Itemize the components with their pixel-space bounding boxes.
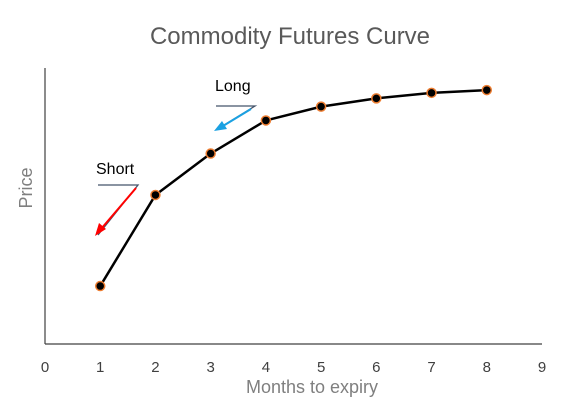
- x-axis-title: Months to expiry: [246, 377, 378, 397]
- chart-title: Commodity Futures Curve: [150, 23, 430, 50]
- data-point-month-1: [94, 280, 106, 292]
- x-tick-label-3: 3: [206, 359, 214, 376]
- x-tick-label-4: 4: [262, 359, 270, 376]
- data-point-month-2: [150, 189, 161, 201]
- x-tick-labels: 0 1 2 3 4 5 6 7 8 9: [41, 359, 546, 376]
- short-arrowhead: [95, 223, 106, 236]
- short-label: Short: [96, 161, 135, 178]
- long-arrow: [222, 108, 252, 127]
- long-annotation: Long: [214, 78, 258, 131]
- series-line: [99, 88, 487, 287]
- x-tick-label-2: 2: [151, 359, 159, 376]
- futures-price-series: [94, 84, 493, 292]
- long-arrowhead: [214, 121, 227, 131]
- x-tick-label-7: 7: [427, 359, 435, 376]
- x-tick-label-1: 1: [96, 359, 104, 376]
- short-arrow: [100, 187, 137, 230]
- data-point-month-8: [481, 84, 493, 96]
- x-tick-label-9: 9: [538, 359, 546, 376]
- data-point-month-3: [205, 148, 216, 159]
- short-annotation: Short: [95, 161, 140, 236]
- data-point-month-4: [260, 115, 272, 126]
- data-point-month-5: [315, 101, 327, 112]
- long-label: Long: [215, 78, 251, 95]
- x-tick-label-6: 6: [372, 359, 380, 376]
- data-point-month-6: [371, 93, 382, 104]
- x-tick-label-8: 8: [483, 359, 491, 376]
- x-tick-label-0: 0: [41, 359, 49, 376]
- data-point-month-7: [426, 87, 437, 99]
- y-axis-title: Price: [16, 167, 36, 208]
- x-tick-label-5: 5: [317, 359, 325, 376]
